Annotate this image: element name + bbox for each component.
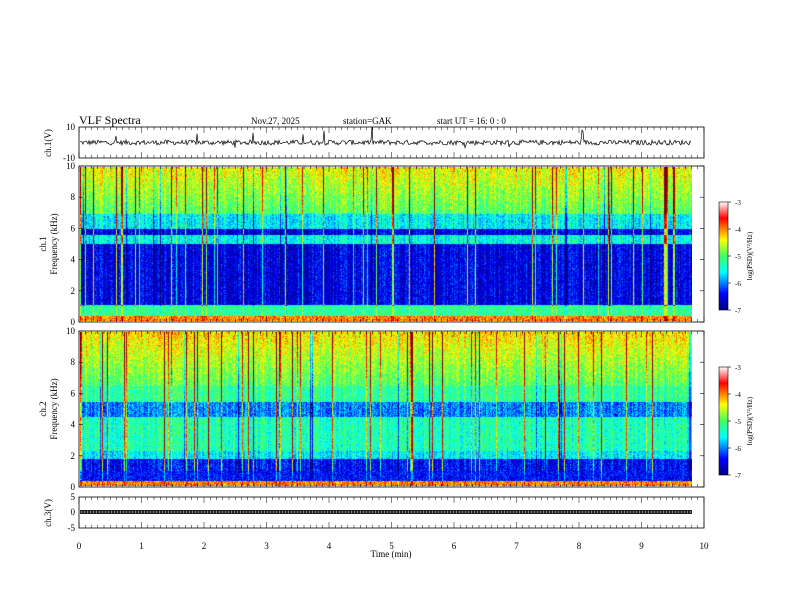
ch1-colorbar-tick: -3 — [735, 199, 741, 207]
ch2-freq-ytick-label: 8 — [71, 357, 76, 367]
ch1-freq-ytick-label: 0 — [71, 317, 76, 327]
ch2-colorbar-tick: -6 — [735, 445, 741, 453]
ch3-waveform-signal — [80, 510, 692, 514]
ch2-colorbar-tick: -7 — [735, 472, 741, 480]
x-tick-label: 0 — [77, 541, 82, 551]
ch3-ytick-minus5: -5 — [68, 523, 76, 533]
x-tick-label: 5 — [389, 541, 394, 551]
ch1-waveform-panel: 10 -10 ch.1(V) — [43, 122, 705, 163]
ch1-freq-ytick-label: 6 — [71, 223, 76, 233]
ch2-colorbar-tick: -5 — [735, 418, 741, 426]
x-axis-label: Time (min) — [371, 549, 412, 559]
ch1-ylabel: ch.1(V) — [43, 129, 53, 157]
ch1-spectrogram-ylabel-channel: ch.1 — [38, 236, 48, 251]
ch1-colorbar-label: log(PSD)(V²/Hz) — [746, 231, 754, 280]
ch2-colorbar-tick: -4 — [735, 391, 741, 399]
ch1-freq-ytick-label: 8 — [71, 192, 76, 202]
ch1-spectrogram-image — [80, 167, 692, 321]
x-tick-label: 3 — [264, 541, 269, 551]
ch1-freq-ytick-label: 4 — [71, 255, 76, 265]
x-tick-label: 9 — [639, 541, 644, 551]
ch2-spectrogram-image — [80, 332, 692, 486]
ch2-freq-ytick-label: 6 — [71, 388, 76, 398]
ch2-freq-ytick-label: 0 — [71, 482, 76, 492]
ch3-ylabel: ch.3(V) — [43, 499, 53, 527]
ch3-ytick-0: 0 — [71, 507, 76, 517]
ch1-colorbar-tick: -5 — [735, 253, 741, 261]
ch1-freq-ytick-label: 2 — [71, 286, 76, 296]
ch2-spectrogram-ylabel-channel: ch.2 — [38, 401, 48, 416]
ch2-spectrogram-ylabel-frequency: Frequency (kHz) — [49, 378, 59, 439]
figure-title: VLF Spectra — [79, 113, 141, 127]
ch1-ytick-10: 10 — [66, 122, 76, 132]
ch2-freq-ytick-label: 2 — [71, 451, 76, 461]
ch2-freq-ytick-label: 10 — [66, 326, 76, 336]
ch2-colorbar-label: log(PSD)(V²/Hz) — [746, 396, 754, 445]
x-tick-label: 6 — [452, 541, 457, 551]
date-label: Nov.27, 2025 — [251, 116, 300, 126]
x-tick-label: 4 — [327, 541, 332, 551]
start-time-label: start UT = 16: 0 : 0 — [437, 116, 506, 126]
ch1-colorbar-tick: -6 — [735, 280, 741, 288]
station-label: station=GAK — [343, 116, 392, 126]
ch1-colorbar — [718, 201, 729, 311]
ch3-ytick-5: 5 — [71, 492, 76, 502]
ch2-colorbar-tick: -3 — [735, 364, 741, 372]
x-tick-label: 2 — [202, 541, 207, 551]
ch2-freq-ytick-label: 4 — [71, 420, 76, 430]
ch1-ytick-minus10: -10 — [63, 153, 75, 163]
x-tick-label: 1 — [139, 541, 144, 551]
x-tick-label: 7 — [514, 541, 519, 551]
ch1-freq-ytick-label: 10 — [66, 161, 76, 171]
ch1-spectrogram-ylabel-frequency: Frequency (kHz) — [49, 213, 59, 274]
ch1-colorbar-tick: -4 — [735, 226, 741, 234]
ch1-waveform-line — [79, 126, 692, 149]
ch3-waveform-texture — [81, 511, 691, 513]
x-tick-label: 10 — [700, 541, 710, 551]
x-tick-label: 8 — [577, 541, 582, 551]
ch3-waveform-panel: 5 0 -5 ch.3(V) — [43, 492, 705, 533]
ch2-colorbar — [718, 366, 729, 476]
ch1-colorbar-tick: -7 — [735, 307, 741, 315]
